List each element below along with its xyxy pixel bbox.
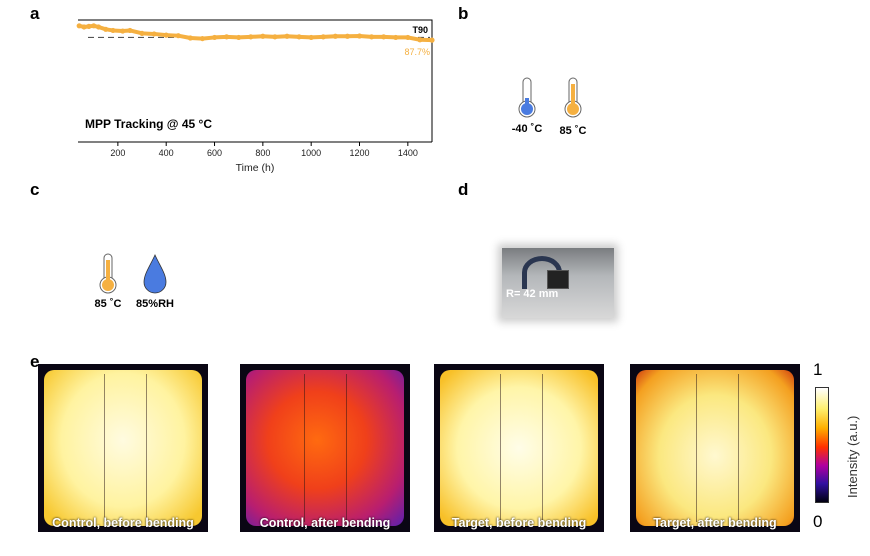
data-point [344, 33, 351, 39]
x-tick-label: 600 [207, 148, 222, 158]
panel-label-d: d [458, 180, 469, 199]
data-point [86, 23, 92, 29]
data-point [296, 34, 302, 40]
hot-thermometer-icon [564, 77, 582, 118]
data-point [332, 33, 338, 39]
el-image-control-before: Control, before bending [38, 364, 208, 532]
data-point [356, 33, 363, 39]
data-point [163, 32, 169, 38]
x-tick-label: 800 [255, 148, 270, 158]
x-tick-label: 400 [159, 148, 174, 158]
data-point [175, 33, 181, 39]
data-series-line [78, 23, 433, 43]
data-point [187, 35, 193, 41]
radius-label: R= 42 mm [506, 288, 559, 300]
data-point [103, 26, 109, 32]
panel-label-b: b [458, 4, 469, 23]
x-tick-label: 1200 [349, 148, 369, 158]
meter-device [547, 270, 569, 289]
data-point [139, 30, 145, 36]
cold-temp-label: -40 ˚C [511, 123, 543, 135]
panel-label-a: a [30, 4, 40, 23]
hot-temp-label: 85 ˚C [559, 125, 587, 137]
data-point [405, 34, 411, 41]
thermometer-icon [99, 253, 117, 294]
data-point [308, 34, 314, 41]
el-caption: Control, before bending [52, 516, 194, 530]
data-point [127, 27, 133, 34]
data-point [91, 23, 97, 29]
colorbar [815, 387, 829, 503]
data-point [260, 33, 266, 39]
el-image-target-after: Target, after bending [630, 364, 800, 532]
humidity-label: 85%RH [136, 298, 174, 310]
data-point [81, 24, 87, 30]
data-point [236, 34, 242, 41]
data-point [110, 27, 116, 34]
x-tick-label: 1400 [398, 148, 418, 158]
bending-setup-photo: R= 42 mm [502, 248, 614, 318]
colorbar-max-label: 1 [813, 360, 823, 379]
data-point [284, 33, 290, 39]
el-image-target-before: Target, before bending [434, 364, 604, 532]
temp-label: 85 ˚C [94, 298, 122, 310]
data-point [429, 37, 435, 43]
x-tick-label: 1000 [301, 148, 321, 158]
t90-label: T90 [412, 25, 428, 35]
plot-frame [78, 19, 433, 142]
data-point [417, 37, 423, 43]
data-point [120, 28, 126, 34]
water-drop-icon [143, 254, 167, 294]
el-caption: Target, before bending [451, 516, 587, 530]
data-point [368, 34, 375, 40]
data-point [76, 23, 82, 29]
data-point [151, 31, 157, 37]
data-point [272, 34, 278, 40]
chart-title: MPP Tracking @ 45 °C [85, 117, 212, 131]
data-point [211, 34, 218, 41]
data-point [95, 24, 102, 30]
panel-label-c: c [30, 180, 40, 199]
cold-thermometer-icon [518, 77, 536, 118]
data-point [199, 35, 206, 42]
x-axis-label: Time (h) [236, 162, 275, 174]
x-tick-label: 200 [110, 148, 125, 158]
data-point [320, 34, 326, 40]
data-point [381, 34, 387, 40]
el-caption: Target, after bending [653, 516, 777, 530]
el-image-control-after: Control, after bending [240, 364, 410, 532]
data-point [393, 34, 399, 41]
colorbar-min-label: 0 [813, 512, 823, 531]
end-value-annotation: 87.7% [404, 47, 430, 57]
mpp-chart: 200 400 600 800 1000 1200 1400 T90 87.7% MPP T… [76, 19, 435, 174]
data-point [248, 34, 254, 40]
panel-label-e: e [30, 352, 40, 371]
el-caption: Control, after bending [259, 516, 391, 530]
colorbar-label: Intensity (a.u.) [845, 415, 860, 498]
data-point [224, 34, 230, 40]
